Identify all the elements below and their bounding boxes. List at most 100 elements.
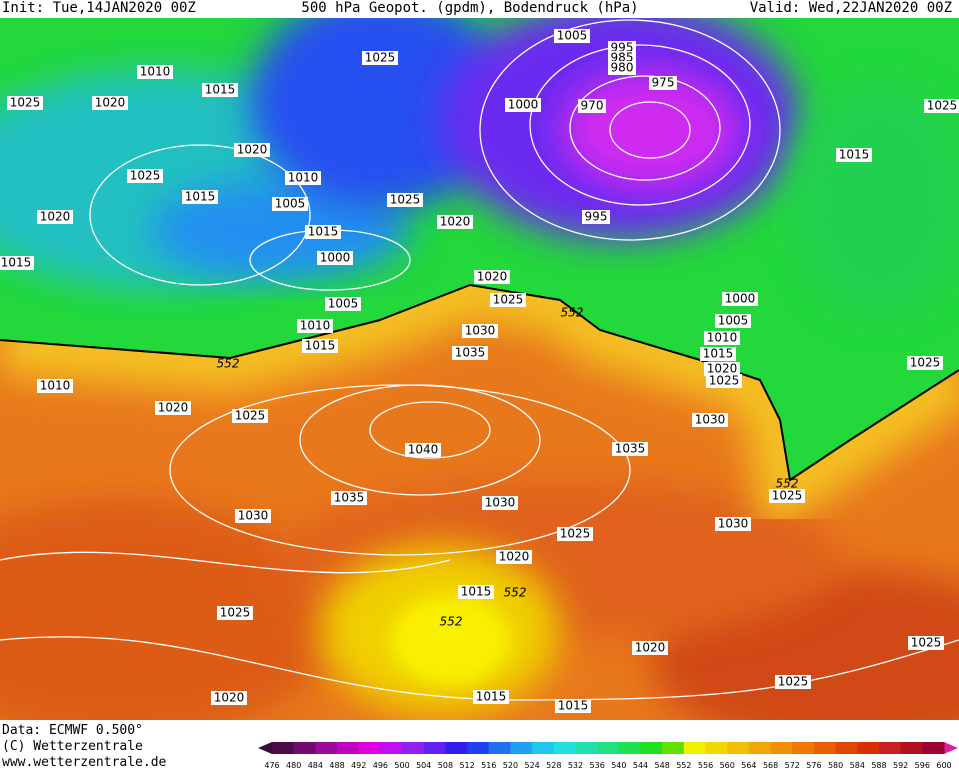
isobar-label-bg [612,442,648,456]
isobar-label: 552 [504,586,527,600]
isobar-label: 1020 [440,215,471,229]
isobar-label: 552 [561,306,584,320]
isobar-label: 970 [581,99,604,113]
colorbar-label: 596 [915,761,930,770]
colorbar-cell [813,742,837,754]
isobar-label-bg [182,190,218,204]
isobar-label-bg [907,356,943,370]
isobar-label-bg [578,99,606,113]
colorbar-label: 528 [546,761,561,770]
isobar-label-bg [700,347,736,361]
colorbar-label: 488 [329,761,344,770]
isobars [0,19,959,701]
isobar-label: 1025 [910,356,941,370]
isobar-label-bg [362,51,398,65]
isobar-label: 1030 [465,324,496,338]
isobar-label-bg [211,691,247,705]
isobar-label-bg [557,527,593,541]
isobar-label: 1025 [220,606,251,620]
isobar-label: 1020 [707,362,738,376]
colorbar-label: 532 [568,761,583,770]
isobar-label: 1025 [772,489,803,503]
colorbar-label: 564 [741,761,756,770]
isobar-label-bg [37,379,73,393]
isobar-label: 1020 [214,691,245,705]
isobar-label-bg [235,509,271,523]
colorbar-cell [445,742,468,754]
isobar-label-bg [649,76,677,90]
isobar-label: 1025 [235,409,266,423]
isobar-label: 1015 [185,190,216,204]
isobar-label-bg [555,699,591,713]
colorbar-label: 592 [893,761,908,770]
isobar-label: 1015 [205,83,236,97]
copyright: (C) Wetterzentrale [2,739,143,754]
isobar-label: 1030 [718,517,749,531]
isobar-label: 1010 [140,65,171,79]
colorbar-label: 576 [806,761,821,770]
isobar-label: 552 [217,357,240,371]
isobar-label-bg [202,83,238,97]
isobar-label: 1010 [300,319,331,333]
isobar-label: 1020 [95,96,126,110]
isobar-label: 1010 [288,171,319,185]
isobar-label: 1005 [328,297,359,311]
colorbar-label: 520 [503,761,518,770]
isobar-label-bg [554,29,590,43]
isobar-label: 1020 [499,550,530,564]
colorbar-cell [488,742,511,754]
isobar-label: 1020 [477,270,508,284]
colorbar-cell [510,742,533,754]
valid-label: Valid: Wed,22JAN2020 00Z [750,0,952,16]
map-title: 500 hPa Geopot. (gpdm), Bodendruck (hPa) [301,0,638,16]
colorbar-cell [358,742,381,754]
colorbar-cell [900,742,923,754]
isobar-label-bg [482,496,518,510]
colorbar-label: 572 [785,761,800,770]
colorbar-cell [575,742,598,754]
colorbar-cell [467,742,490,754]
isobar-label: 1020 [237,143,268,157]
colorbar-label: 556 [698,761,713,770]
isobar-label-bg [297,319,333,333]
isobar-label-bg [272,197,308,211]
colorbar-cell [792,742,815,754]
colorbar-label: 552 [676,761,691,770]
colorbar-label: 484 [308,761,323,770]
isobar-label-bg [924,99,959,113]
isobar-label: 1005 [275,197,306,211]
isobar-label: 1000 [508,98,539,112]
colorbar-cell [640,742,663,754]
isobar-label-bg [217,606,253,620]
isobar-label-bg [706,374,742,388]
isobar-label-bg [331,491,367,505]
isobar-label-bg [302,339,338,353]
colorbar-label: 588 [871,761,886,770]
isobar-label-bg [704,362,740,376]
isobar-label: 1025 [709,374,740,388]
isobar-label: 995 [585,210,608,224]
colorbar-label: 524 [524,761,539,770]
colorbar-label: 580 [828,761,843,770]
isobar-label: 1015 [839,148,870,162]
isobar-label-bg [715,314,751,328]
isobar-label-bg [232,409,268,423]
colorbar-label: 516 [481,761,496,770]
isobar-label: 1005 [557,29,588,43]
isobar-label: 1025 [778,675,809,689]
isobar-label: 1030 [485,496,516,510]
isobar-label-bg [37,210,73,224]
isobar-label: 1025 [130,169,161,183]
colorbar-cell [683,742,707,754]
isobar-label-bg [387,193,423,207]
isobar-label-bg [7,96,43,110]
isobar-label-bg [0,256,34,270]
isobar-label-bg [836,148,872,162]
isobar-label: 1015 [476,690,507,704]
colorbar-label: 560 [720,761,735,770]
colorbar-cell [272,742,295,754]
colorbar-label: 492 [351,761,366,770]
isobar-label-bg [473,690,509,704]
